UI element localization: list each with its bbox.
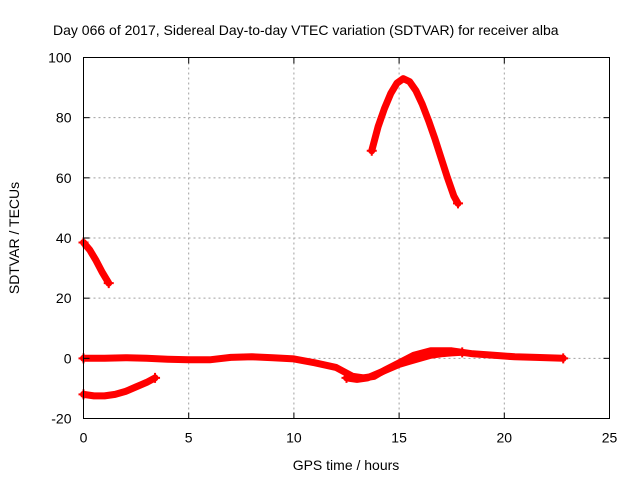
data-series bbox=[78, 75, 569, 400]
plot-frame bbox=[83, 57, 610, 419]
grid bbox=[83, 57, 610, 419]
x-tick-label: 25 bbox=[602, 430, 618, 446]
x-tick-label: 0 bbox=[80, 430, 88, 446]
y-tick-label: 60 bbox=[56, 170, 72, 186]
series-segment-3 bbox=[78, 347, 569, 382]
y-axis-label: SDTVAR / TECUs bbox=[6, 182, 22, 294]
series-line bbox=[368, 75, 462, 207]
x-axis-label: GPS time / hours bbox=[293, 457, 400, 473]
chart-title: Day 066 of 2017, Sidereal Day-to-day VTE… bbox=[53, 22, 559, 38]
y-tick-label: 80 bbox=[56, 110, 72, 126]
y-tick-label: 20 bbox=[56, 290, 72, 306]
y-tick-label: -20 bbox=[51, 411, 71, 427]
series-segment-4 bbox=[78, 372, 161, 400]
x-tick-label: 15 bbox=[391, 430, 407, 446]
series-line bbox=[343, 348, 466, 383]
series-segment-2 bbox=[366, 75, 464, 209]
y-tick-label: 0 bbox=[64, 350, 72, 366]
y-tick-label: 40 bbox=[56, 230, 72, 246]
series-line bbox=[80, 347, 567, 382]
series-segment-5 bbox=[341, 347, 468, 383]
series-line bbox=[80, 374, 159, 400]
x-tick-label: 20 bbox=[497, 430, 513, 446]
series-line bbox=[80, 239, 113, 287]
x-tick-label: 10 bbox=[286, 430, 302, 446]
axes: 0 5 10 15 20 25 -20 0 20 40 60 80 100 bbox=[48, 50, 617, 446]
y-tick-label: 100 bbox=[48, 50, 72, 66]
x-tick-label: 5 bbox=[185, 430, 193, 446]
